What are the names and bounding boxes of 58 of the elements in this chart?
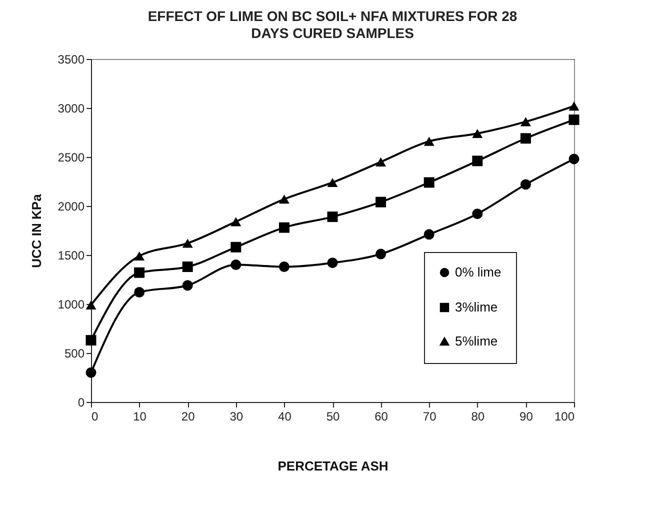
point [86,367,96,378]
point [376,157,386,166]
point [278,262,290,272]
point [424,177,434,188]
legend-label: 3%lime [455,300,498,314]
point [327,178,338,188]
y-tick-label: 3500 [58,52,85,66]
point [520,133,531,144]
y-tick-label: 2000 [58,200,85,214]
x-tick-label: 100 [554,410,575,424]
y-tick-label: 1000 [58,298,85,312]
x-tick-label: 10 [133,410,147,424]
x-tick-label: 80 [471,410,485,424]
point [376,248,386,260]
x-tick-label: 40 [278,410,292,424]
x-tick-label: 90 [520,410,534,424]
legend-label: 5%lime [455,334,498,348]
x-tick-label: 70 [422,410,437,424]
point [327,258,338,268]
legend-label: 0% lime [455,264,502,280]
x-tick-label: 30 [230,410,244,424]
point [472,156,483,166]
point [424,229,434,240]
x-tick-label: 60 [374,410,388,424]
y-tick-label: 0 [78,396,85,410]
point [86,300,96,310]
point [230,260,242,270]
point [424,136,434,146]
point [520,179,531,190]
y-axis-title: UCC IN KPa [28,193,44,268]
x-tick-label: 50 [326,410,340,424]
point [472,128,483,138]
point [520,117,531,126]
point [327,212,338,222]
point [182,280,193,291]
chart-title: EFFECT OF LIME ON BC SOIL+ NFA MIXTURES FOR 28 DAYS CURED SAMPLES [148,8,518,41]
y-tick-label: 1500 [58,248,85,262]
point [472,208,483,220]
point [568,154,580,164]
x-axis-title: PERCETAGE ASH [278,458,388,474]
point [86,335,96,346]
y-tick-label: 3000 [58,102,85,116]
point [230,217,242,226]
point [134,251,145,261]
x-tick-label: 0 [92,410,98,424]
point [182,262,193,272]
point [376,196,386,208]
x-tick-label: 20 [181,410,196,424]
y-tick-label: 2500 [58,150,85,164]
point [568,114,580,126]
point [134,267,145,278]
point [134,287,145,298]
point [568,102,580,111]
point [230,242,242,252]
y-tick-label: 500 [64,346,85,360]
point [278,194,290,204]
point [278,222,290,233]
point [182,238,193,248]
